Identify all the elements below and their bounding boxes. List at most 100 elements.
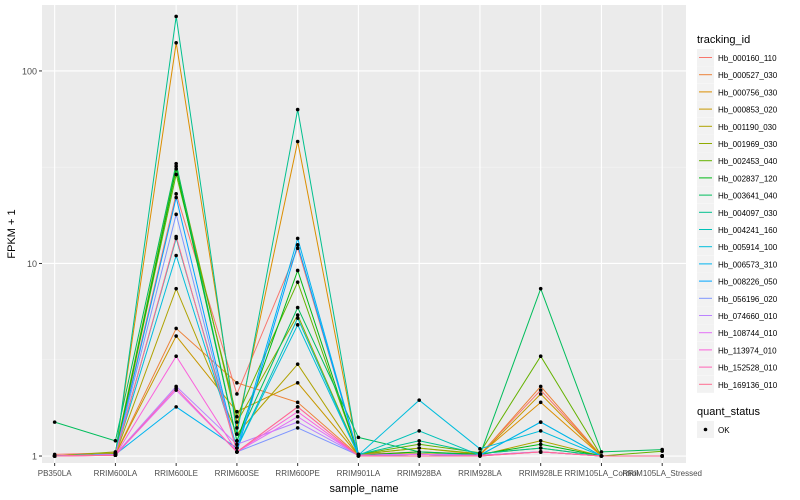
data-point <box>356 454 361 458</box>
data-point <box>356 435 361 440</box>
data-point <box>478 454 482 458</box>
data-point <box>295 362 300 366</box>
data-point <box>538 446 543 450</box>
legend-label: Hb_000160_110 <box>718 54 777 63</box>
legend-label: Hb_056196_020 <box>718 295 778 304</box>
data-point <box>660 447 664 452</box>
legend-label: Hb_002453_040 <box>718 157 778 166</box>
x-tick-label: RRIM105LA_Stressed <box>622 469 702 478</box>
data-point <box>538 442 543 447</box>
data-point <box>538 354 543 358</box>
legend-label: Hb_000756_030 <box>718 88 778 97</box>
data-point <box>174 161 178 166</box>
legend-label: Hb_003641_040 <box>718 192 778 201</box>
legend-label: Hb_108744_010 <box>718 329 778 338</box>
data-point <box>235 450 239 454</box>
data-point <box>295 400 300 405</box>
x-tick-label: RRIM600LE <box>154 469 198 478</box>
x-axis-ticks: PB350LA RRIM600LA RRIM600LE RRIM600SE RRIM60… <box>38 463 702 478</box>
data-point <box>417 454 421 458</box>
data-point <box>295 426 300 430</box>
data-point <box>295 236 300 241</box>
data-point <box>538 392 543 396</box>
y-tick-label: 1 <box>32 452 37 462</box>
data-point <box>52 420 57 424</box>
data-point <box>295 323 300 327</box>
data-point <box>417 442 421 447</box>
data-point <box>295 409 300 414</box>
data-point <box>174 386 178 391</box>
data-point <box>538 438 543 443</box>
legend-label: Hb_152528_010 <box>718 364 778 373</box>
y-axis-title: FPKM + 1 <box>6 209 18 258</box>
x-tick-label: RRIM600LA <box>94 469 138 478</box>
data-point <box>538 388 543 392</box>
x-tick-label: RRIM901LA <box>337 469 381 478</box>
legend-label: Hb_001969_030 <box>718 140 778 149</box>
data-point <box>599 450 604 454</box>
data-point <box>295 316 300 320</box>
legend-title: tracking_id <box>697 34 750 46</box>
legend-label: Hb_001190_030 <box>718 123 777 132</box>
legend-label: Hb_002837_120 <box>718 174 778 183</box>
legend: Hb_000160_110 Hb_000527_030 Hb_000756_030 H… <box>697 49 778 393</box>
plot-panel <box>42 5 686 463</box>
data-point <box>295 107 300 112</box>
data-point <box>174 326 178 331</box>
legend-label: Hb_000527_030 <box>718 71 778 80</box>
legend-label: Hb_074660_010 <box>718 312 778 321</box>
data-point <box>113 453 118 457</box>
data-point <box>295 268 300 273</box>
y-tick-label: 10 <box>27 259 37 269</box>
data-point <box>235 446 239 450</box>
data-point <box>52 454 57 458</box>
data-point <box>235 442 239 447</box>
data-point <box>174 354 178 358</box>
data-point <box>417 446 421 450</box>
data-point <box>235 381 239 385</box>
x-tick-label: RRIM105LA_Control <box>565 469 639 478</box>
data-point <box>174 334 178 338</box>
data-point <box>174 164 178 169</box>
data-point <box>174 192 178 196</box>
data-point <box>417 429 421 433</box>
legend-label: Hb_000853_020 <box>718 106 778 115</box>
legend-label: Hb_113974_010 <box>718 346 777 355</box>
shape-legend-label: OK <box>718 426 730 435</box>
legend-label: Hb_006573_310 <box>718 260 778 269</box>
data-point <box>174 405 178 409</box>
data-point <box>174 14 178 19</box>
y-tick-label: 100 <box>22 66 37 76</box>
y-axis-ticks: 1 10 100 <box>22 66 42 462</box>
data-point <box>478 447 482 451</box>
data-point <box>538 450 543 454</box>
data-point <box>174 253 178 258</box>
data-point <box>417 438 421 443</box>
data-point <box>295 243 300 247</box>
data-point <box>174 172 178 177</box>
data-point <box>295 280 300 284</box>
x-tick-label: RRIM928LE <box>519 469 563 478</box>
x-tick-label: RRIM928LA <box>458 469 502 478</box>
data-point <box>538 420 543 424</box>
legend-label: Hb_004097_030 <box>718 209 778 218</box>
data-point <box>174 40 178 45</box>
data-point <box>295 246 300 251</box>
data-point <box>235 432 239 436</box>
shape-legend-title: quant_status <box>697 406 760 418</box>
data-point <box>174 286 178 291</box>
shape-legend-point <box>703 427 708 432</box>
data-point <box>295 414 300 419</box>
x-axis-title: sample_name <box>329 483 398 495</box>
legend-label: Hb_008226_050 <box>718 278 778 287</box>
data-point <box>660 454 664 458</box>
data-point <box>235 438 239 443</box>
data-point <box>174 212 178 217</box>
data-point <box>113 438 118 443</box>
data-point <box>174 234 178 239</box>
legend-label: Hb_169136_010 <box>718 381 778 390</box>
data-point <box>235 426 239 430</box>
data-point <box>295 420 300 424</box>
data-point <box>295 139 300 144</box>
